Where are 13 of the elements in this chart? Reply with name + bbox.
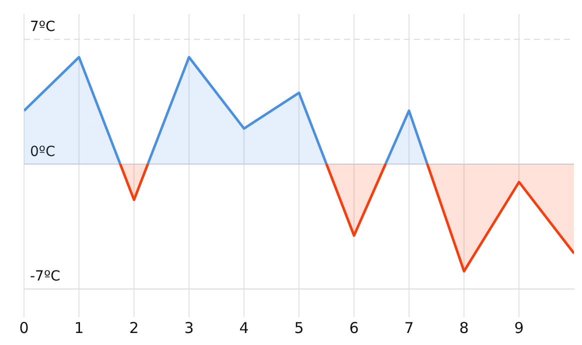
y-tick-label: 0ºC [30,144,56,160]
x-tick-label: 0 [19,318,29,337]
x-tick-label: 4 [239,318,249,337]
x-tick-label: 3 [184,318,194,337]
x-tick-label: 9 [514,318,524,337]
x-tick-label: 6 [349,318,359,337]
x-tick-label: 1 [74,318,84,337]
x-tick-label: 2 [129,318,139,337]
y-tick-label: -7ºC [30,268,61,285]
x-tick-label: 8 [459,318,469,337]
x-tick-label: 7 [404,318,414,337]
x-tick-label: 5 [294,318,304,337]
y-tick-label: 7ºC [30,19,56,36]
